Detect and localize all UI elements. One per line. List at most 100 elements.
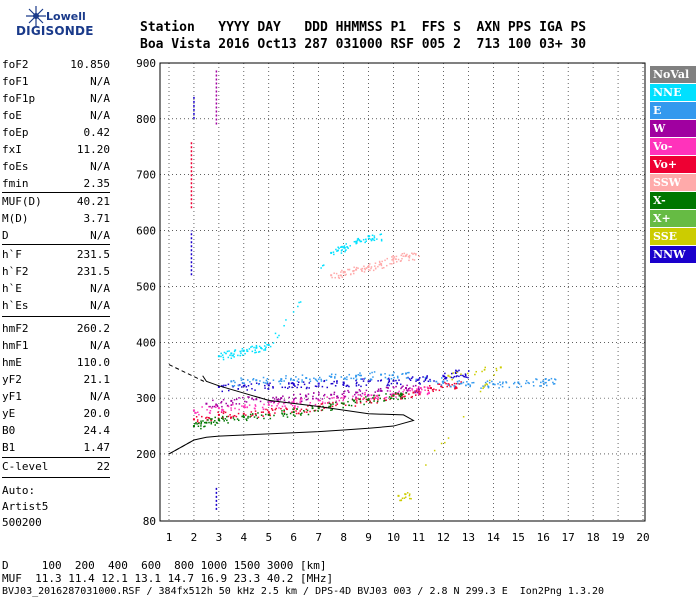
legend-item-sse: SSE	[650, 228, 696, 245]
param-name: hmE	[2, 356, 22, 369]
data-point	[328, 375, 331, 377]
param-row: hmF1 N/A	[2, 339, 110, 355]
data-point	[244, 404, 246, 406]
data-point	[294, 385, 296, 387]
data-point	[306, 409, 309, 412]
data-point	[336, 250, 338, 252]
data-point	[274, 408, 277, 411]
data-point	[418, 255, 420, 257]
data-point	[288, 386, 291, 388]
data-point	[278, 380, 280, 383]
data-point	[266, 343, 268, 346]
data-point	[455, 369, 457, 372]
data-point	[317, 410, 319, 412]
data-point	[198, 413, 200, 416]
data-point	[356, 402, 358, 404]
data-point	[340, 402, 343, 404]
data-point	[281, 410, 283, 412]
data-point	[283, 402, 285, 405]
data-point	[360, 374, 363, 377]
data-point	[419, 377, 421, 379]
data-point	[346, 378, 348, 381]
data-point	[292, 393, 295, 396]
data-point	[435, 380, 438, 383]
data-point	[369, 380, 371, 382]
data-point	[433, 380, 435, 382]
data-point	[242, 412, 245, 415]
param-row: M(D) 3.71	[2, 212, 110, 228]
data-point	[479, 390, 482, 393]
data-point	[309, 410, 311, 413]
autoscaling-version: 500200	[2, 516, 42, 529]
data-point	[330, 409, 332, 411]
data-point	[222, 356, 225, 359]
data-point	[260, 346, 262, 349]
data-point	[355, 385, 358, 387]
param-value: N/A	[90, 92, 110, 105]
data-point	[331, 397, 333, 399]
data-point	[386, 390, 389, 392]
data-point	[462, 374, 464, 377]
data-point	[317, 385, 320, 387]
data-point	[379, 233, 382, 236]
data-point	[255, 382, 258, 384]
data-point	[321, 385, 324, 388]
data-point	[250, 415, 252, 417]
data-point	[402, 255, 404, 257]
data-point	[406, 389, 408, 391]
data-point	[370, 267, 372, 270]
data-point	[456, 375, 458, 377]
data-point	[300, 414, 302, 416]
data-point	[299, 398, 302, 401]
data-point	[220, 417, 223, 419]
data-point	[312, 398, 314, 400]
data-point	[363, 265, 365, 268]
data-point	[408, 493, 411, 495]
data-point	[323, 394, 325, 397]
data-point	[408, 371, 410, 374]
data-point	[333, 393, 335, 396]
data-point	[307, 405, 309, 407]
data-point	[359, 398, 361, 401]
param-row: foE N/A	[2, 109, 110, 125]
data-point	[254, 405, 257, 407]
data-point	[370, 402, 373, 404]
data-point	[266, 409, 269, 411]
data-point	[281, 413, 284, 415]
data-point	[255, 379, 258, 382]
data-point	[400, 387, 402, 390]
data-point	[342, 397, 345, 400]
data-point	[424, 389, 426, 391]
data-point	[320, 380, 323, 382]
data-point	[392, 255, 394, 257]
data-point	[285, 407, 287, 409]
data-point	[326, 386, 329, 389]
data-point	[353, 270, 355, 272]
data-point	[297, 378, 300, 380]
data-point	[340, 249, 343, 252]
data-point	[307, 413, 310, 416]
data-point	[318, 391, 320, 394]
data-point	[442, 374, 445, 377]
data-point	[205, 402, 208, 405]
data-point	[447, 374, 450, 377]
data-point	[279, 383, 282, 385]
data-point	[389, 262, 391, 265]
data-point	[217, 355, 220, 358]
data-point	[264, 384, 266, 387]
data-point	[297, 412, 300, 415]
data-point	[291, 411, 293, 413]
data-point	[250, 411, 253, 413]
data-point	[211, 405, 214, 408]
param-name: M(D)	[2, 212, 29, 225]
data-point	[330, 382, 333, 385]
data-point	[445, 376, 448, 379]
data-point	[242, 384, 245, 387]
data-point	[370, 266, 373, 268]
data-point	[291, 386, 293, 389]
data-point	[220, 410, 223, 413]
data-point	[399, 260, 402, 262]
data-point	[246, 406, 248, 409]
data-point	[230, 352, 233, 355]
data-point	[293, 407, 296, 409]
